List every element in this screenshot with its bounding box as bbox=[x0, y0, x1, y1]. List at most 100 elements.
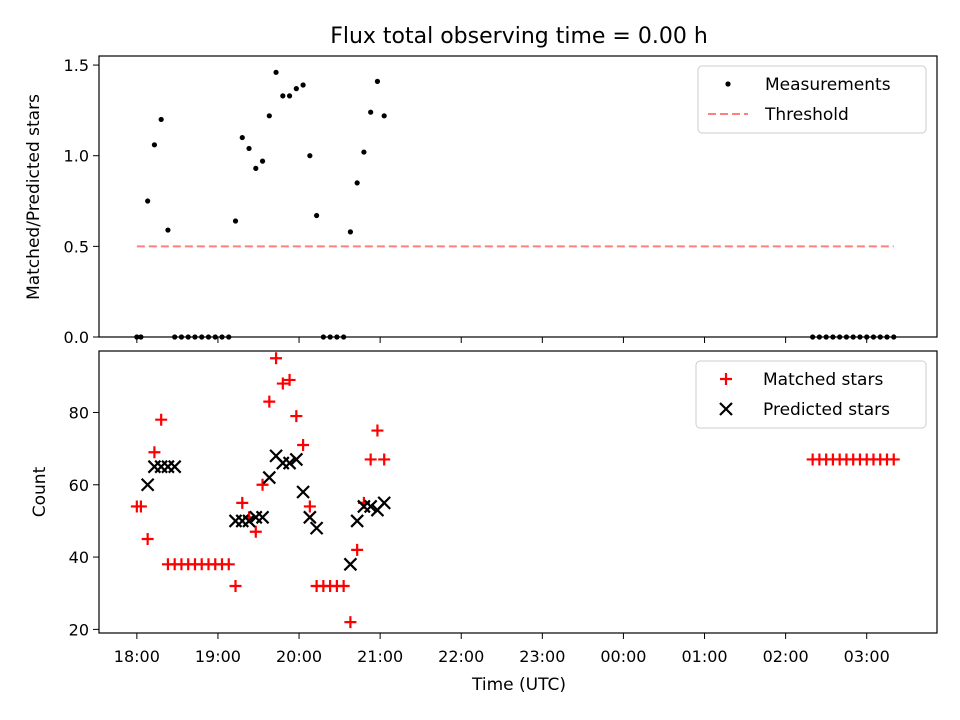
bottom-series-0-point bbox=[236, 496, 249, 509]
top-y-tick-label: 1.5 bbox=[64, 56, 89, 75]
top-series-0-point bbox=[165, 227, 171, 233]
bottom-legend-label: Predicted stars bbox=[763, 400, 890, 420]
top-legend: Measurements Threshold bbox=[697, 65, 927, 134]
x-axis-label: Time (UTC) bbox=[471, 675, 566, 695]
bottom-axes-frame bbox=[98, 350, 938, 634]
chart-title: Flux total observing time = 0.00 h bbox=[330, 24, 708, 49]
bottom-legend-swatch bbox=[719, 402, 733, 416]
top-legend-swatch bbox=[725, 81, 731, 87]
bottom-series-0-point bbox=[249, 525, 262, 538]
bottom-series-0-point bbox=[887, 453, 900, 466]
bottom-y-tick-label: 20 bbox=[69, 620, 89, 639]
bottom-series-1-point bbox=[363, 499, 378, 514]
top-series-0-point bbox=[354, 180, 360, 186]
bottom-series-0-point bbox=[270, 352, 283, 365]
bottom-series-1-point bbox=[303, 510, 317, 525]
top-series-0-point bbox=[259, 158, 266, 164]
top-axes: 0.0 0.5 1.0 1.5 bbox=[64, 56, 868, 347]
x-tick-label: 22:00 bbox=[438, 647, 484, 666]
bottom-legend: Matched stars Predicted stars bbox=[695, 360, 927, 429]
x-tick-label: 01:00 bbox=[681, 647, 727, 666]
top-legend-label: Measurements bbox=[765, 75, 891, 95]
top-legend-frame bbox=[697, 65, 927, 134]
top-series-0-point bbox=[314, 212, 320, 219]
top-y-tick-label: 0.0 bbox=[64, 328, 89, 347]
top-series-0-point bbox=[158, 116, 164, 123]
bottom-series-1-point bbox=[140, 477, 155, 492]
top-series-0-point bbox=[381, 113, 387, 119]
bottom-series-0-point bbox=[148, 446, 161, 459]
top-series-0-point bbox=[347, 229, 353, 235]
bottom-series-1-point bbox=[255, 510, 270, 525]
x-tick-label: 00:00 bbox=[600, 647, 646, 666]
bottom-legend-swatch bbox=[720, 373, 732, 385]
bottom-series-0-point bbox=[371, 424, 384, 437]
bottom-axes: 20 40 60 80 18:00 19:00 20:00 21:00 22:00 23:00 00… bbox=[69, 403, 890, 666]
bottom-series-0-point bbox=[263, 395, 276, 408]
x-tick-label: 23:00 bbox=[519, 647, 565, 666]
top-y-axis-label: Matched/Predicted stars bbox=[24, 94, 44, 300]
top-series-0-point bbox=[300, 82, 306, 88]
x-tick-label: 19:00 bbox=[195, 647, 241, 666]
top-series-0-point bbox=[368, 109, 374, 115]
bottom-series-1-point bbox=[309, 521, 324, 535]
bottom-series-0-point bbox=[290, 410, 303, 423]
bottom-series-0-point bbox=[256, 478, 269, 491]
bottom-series-1-point bbox=[289, 452, 304, 467]
top-series-0-point bbox=[239, 134, 245, 141]
bottom-series-1-point bbox=[167, 459, 182, 474]
x-tick-label: 03:00 bbox=[844, 647, 890, 666]
bottom-series-0-point bbox=[303, 500, 316, 513]
top-series-0-point bbox=[286, 93, 293, 99]
bottom-series-1-point bbox=[242, 514, 256, 528]
top-series-0-point bbox=[374, 78, 381, 84]
top-series-0-point bbox=[280, 93, 286, 99]
top-series-0-point bbox=[361, 149, 367, 155]
bottom-series-0-point bbox=[283, 373, 296, 386]
bottom-marks bbox=[130, 352, 900, 629]
top-marks bbox=[134, 69, 897, 340]
top-series-0-point bbox=[307, 153, 313, 159]
top-axes-frame bbox=[98, 55, 938, 338]
bottom-series-0-point bbox=[276, 377, 289, 390]
bottom-y-tick-label: 60 bbox=[69, 476, 89, 495]
bottom-panel: 20 40 60 80 18:00 19:00 20:00 21:00 22:00 23:00 00… bbox=[30, 350, 938, 695]
bottom-series-0-point bbox=[297, 439, 310, 451]
x-tick-label: 02:00 bbox=[763, 647, 809, 666]
bottom-y-tick-label: 80 bbox=[69, 403, 89, 422]
top-series-0-point bbox=[246, 145, 252, 152]
bottom-series-0-point bbox=[351, 543, 364, 556]
top-series-0-point bbox=[293, 86, 299, 92]
x-tick-label: 18:00 bbox=[114, 647, 160, 666]
top-series-0-point bbox=[232, 218, 239, 224]
top-legend-label: Threshold bbox=[764, 105, 849, 125]
bottom-series-0-point bbox=[337, 580, 350, 592]
bottom-legend-label: Matched stars bbox=[763, 370, 883, 390]
bottom-series-0-point bbox=[134, 500, 147, 513]
top-y-tick-label: 1.0 bbox=[64, 147, 89, 166]
top-panel: 0.0 0.5 1.0 1.5 Matched/Predicted stars Mea… bbox=[24, 55, 938, 347]
top-series-0-point bbox=[266, 113, 272, 119]
bottom-y-tick-label: 40 bbox=[69, 548, 89, 567]
top-series-0-point bbox=[253, 165, 259, 171]
bottom-series-0-point bbox=[229, 580, 242, 592]
bottom-series-0-point bbox=[364, 453, 377, 466]
bottom-series-0-point bbox=[344, 616, 357, 629]
bottom-series-1-point bbox=[350, 514, 364, 528]
bottom-y-axis-label: Count bbox=[30, 466, 50, 517]
bottom-series-0-point bbox=[222, 558, 235, 571]
top-y-tick-label: 0.5 bbox=[64, 237, 89, 256]
bottom-series-1-point bbox=[377, 496, 391, 510]
top-series-0-point bbox=[273, 69, 279, 75]
bottom-series-1-point bbox=[296, 485, 310, 499]
bottom-series-0-point bbox=[155, 413, 168, 426]
bottom-series-0-point bbox=[141, 533, 154, 545]
bottom-series-1-point bbox=[262, 470, 277, 485]
x-tick-label: 20:00 bbox=[276, 647, 322, 666]
top-series-0-point bbox=[151, 142, 158, 148]
bottom-series-0-point bbox=[378, 453, 391, 466]
x-tick-label: 21:00 bbox=[357, 647, 403, 666]
bottom-series-1-point bbox=[282, 456, 297, 470]
bottom-series-1-point bbox=[343, 557, 358, 572]
